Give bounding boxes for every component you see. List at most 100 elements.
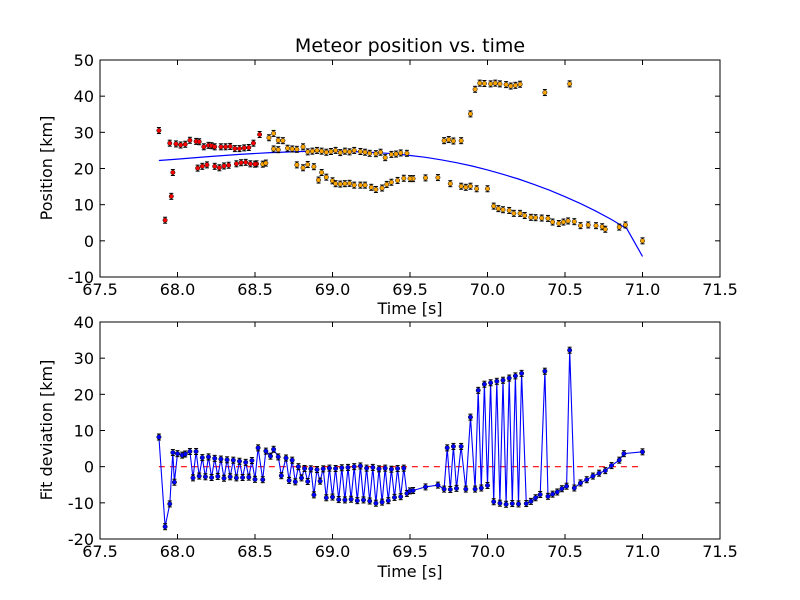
data-point xyxy=(512,82,518,88)
data-point xyxy=(373,500,379,506)
data-point xyxy=(398,494,404,500)
data-point xyxy=(616,224,622,230)
data-point xyxy=(370,464,376,470)
data-point xyxy=(233,161,239,167)
chart-title: Meteor position vs. time xyxy=(295,35,525,57)
x-tick-label: 70.0 xyxy=(470,542,506,561)
data-point xyxy=(302,466,308,471)
data-point xyxy=(423,484,428,490)
data-point xyxy=(218,144,224,150)
data-point xyxy=(509,501,515,507)
x-tick-label: 68.5 xyxy=(237,542,273,561)
data-point xyxy=(602,468,608,474)
data-point xyxy=(571,485,577,491)
data-point xyxy=(590,473,596,479)
x-tick-label: 71.0 xyxy=(625,280,661,299)
data-point xyxy=(478,485,484,491)
data-point xyxy=(491,203,497,209)
data-point xyxy=(517,81,523,87)
data-point xyxy=(542,90,548,96)
data-point xyxy=(190,475,196,481)
data-point xyxy=(516,501,521,507)
x-tick-label: 71.0 xyxy=(625,542,661,561)
data-point xyxy=(561,219,566,225)
data-point xyxy=(342,497,348,503)
data-point xyxy=(373,151,379,157)
data-point xyxy=(339,465,345,471)
data-point xyxy=(447,487,453,492)
position-chart: Meteor position vs. time Time [s] Positi… xyxy=(37,35,738,318)
data-point xyxy=(347,149,352,155)
data-point xyxy=(376,466,382,472)
data-point xyxy=(305,149,311,155)
y-tick-label: 40 xyxy=(74,87,94,106)
data-point xyxy=(233,475,239,481)
data-point xyxy=(195,165,201,171)
data-point xyxy=(463,184,469,190)
data-point xyxy=(447,181,453,187)
data-point xyxy=(292,479,298,485)
data-point xyxy=(294,162,300,168)
y-tick-label: -10 xyxy=(68,268,94,287)
data-point xyxy=(286,477,292,483)
data-point xyxy=(475,387,481,393)
data-point xyxy=(226,162,232,168)
x-axis-label: Time [s] xyxy=(376,562,442,581)
fit-curve xyxy=(158,150,644,257)
data-point xyxy=(379,185,385,191)
data-point xyxy=(378,149,383,155)
x-tick-label: 67.5 xyxy=(82,280,118,299)
data-point xyxy=(495,206,501,212)
data-point xyxy=(578,223,583,229)
data-point xyxy=(474,186,480,192)
data-point xyxy=(170,170,176,175)
data-point xyxy=(481,81,487,86)
data-point xyxy=(201,144,207,150)
data-point xyxy=(567,347,573,353)
data-point xyxy=(446,137,452,143)
data-point xyxy=(246,474,252,480)
data-point xyxy=(523,501,529,507)
data-point xyxy=(221,163,227,169)
data-point xyxy=(542,368,548,374)
plot-frame xyxy=(99,59,721,278)
data-point xyxy=(368,184,374,190)
data-point xyxy=(506,375,512,381)
data-point xyxy=(468,111,473,117)
data-point xyxy=(364,465,370,471)
x-tick-label: 68.5 xyxy=(237,280,273,299)
data-point xyxy=(357,149,363,154)
data-point xyxy=(585,222,591,228)
data-point xyxy=(571,219,577,225)
data-point xyxy=(398,150,404,156)
data-point xyxy=(252,161,258,167)
data-point xyxy=(385,498,391,504)
data-point xyxy=(395,177,401,183)
data-point xyxy=(156,434,162,440)
data-point xyxy=(367,150,373,156)
data-point xyxy=(621,451,627,457)
data-point xyxy=(388,179,394,185)
y-tick-label: -20 xyxy=(68,530,94,549)
data-point xyxy=(441,138,447,144)
data-point xyxy=(209,475,215,480)
data-point xyxy=(361,497,366,503)
data-point xyxy=(196,139,202,145)
y-tick-label: 40 xyxy=(74,313,94,332)
data-point xyxy=(316,177,321,183)
data-point xyxy=(388,466,394,472)
data-point xyxy=(404,150,410,156)
data-point xyxy=(640,238,645,244)
x-tick-label: 68.0 xyxy=(160,280,196,299)
data-point xyxy=(463,486,469,492)
data-point xyxy=(373,187,379,192)
data-point xyxy=(435,482,441,488)
data-point xyxy=(503,82,509,88)
data-point xyxy=(241,145,247,151)
data-point xyxy=(223,144,229,150)
data-point xyxy=(458,138,464,144)
data-point xyxy=(565,218,571,224)
data-point xyxy=(232,146,238,152)
data-point xyxy=(326,465,332,471)
